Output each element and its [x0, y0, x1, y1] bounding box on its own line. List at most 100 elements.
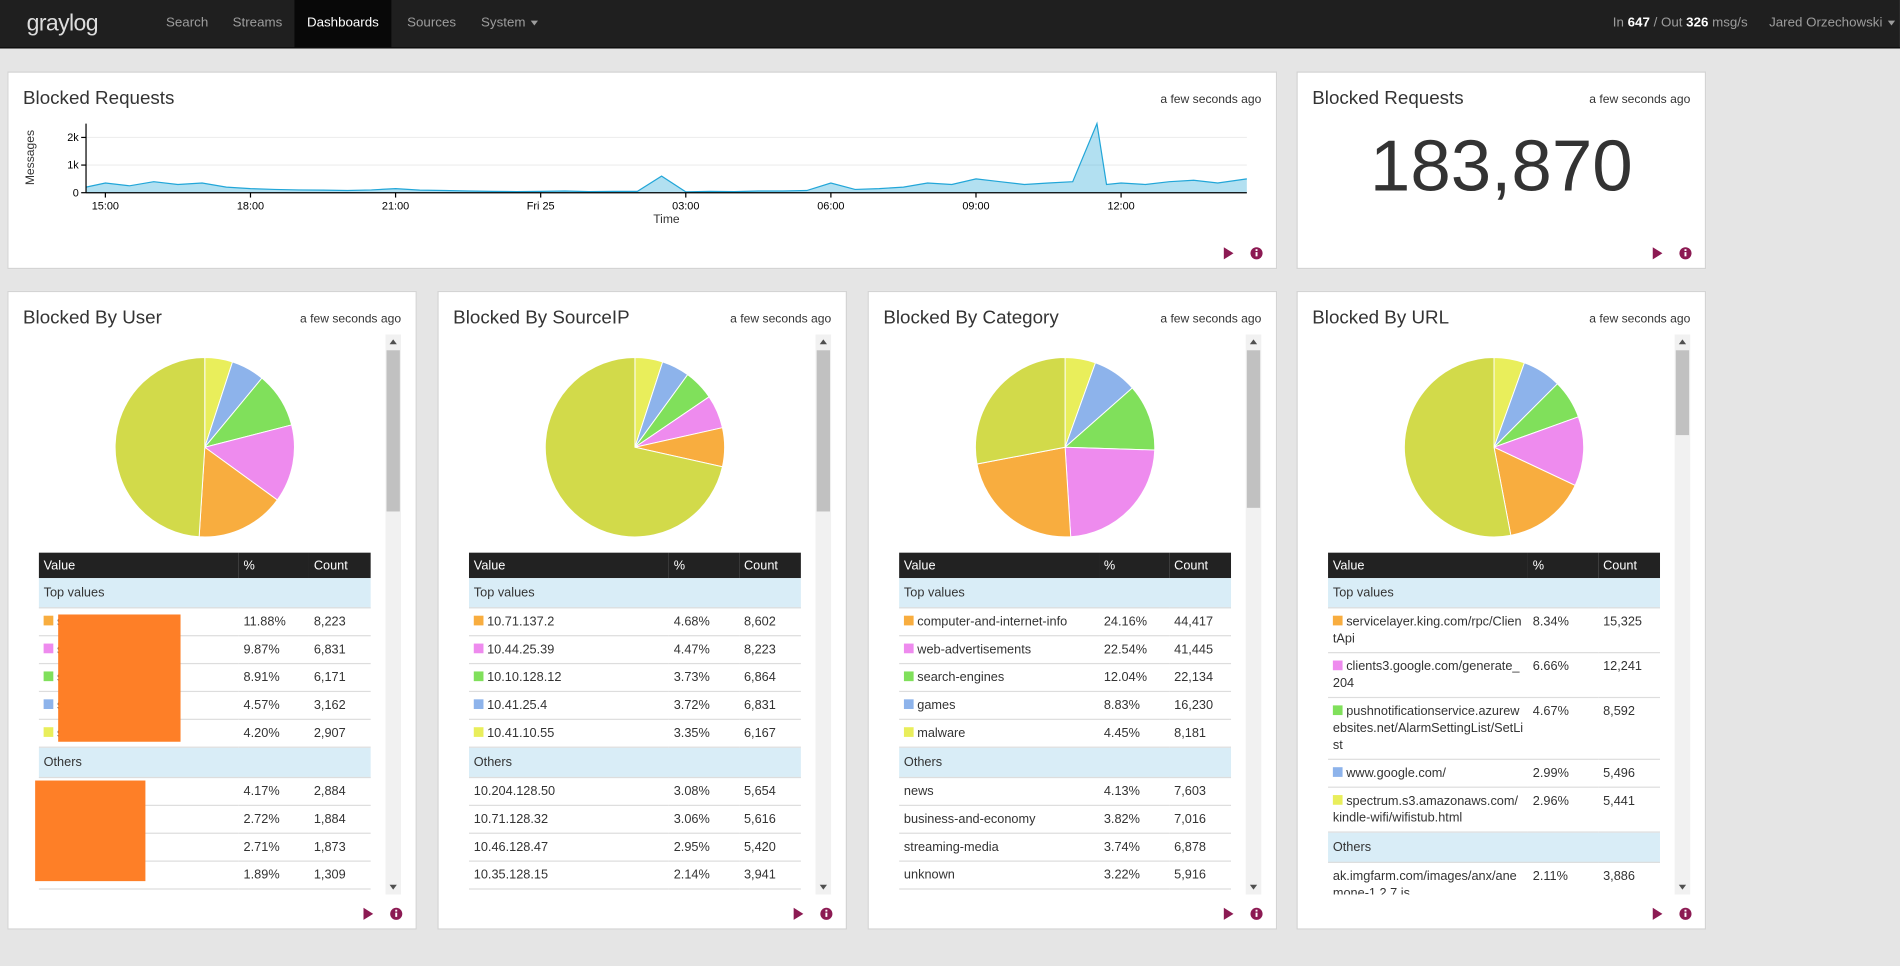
nav-link[interactable]: Streams	[232, 15, 283, 31]
table-row: unknown 3.22% 5,916	[899, 861, 1232, 890]
table-row: web-advertisements 22.54% 41,445	[899, 635, 1232, 665]
widget-actions	[1223, 907, 1263, 920]
scrollbar[interactable]	[1245, 334, 1262, 895]
replay-icon[interactable]	[1223, 247, 1234, 260]
percent-cell: 4.13%	[1099, 777, 1170, 806]
value-cell: servicelayer.king.com/rpc/ClientApi	[1328, 607, 1528, 654]
value-label: 10.204.128.50	[473, 784, 556, 799]
y-tick-label: 0	[73, 187, 79, 199]
scroll-thumb[interactable]	[1246, 350, 1261, 508]
caret	[1887, 20, 1895, 26]
info-glyph	[395, 912, 398, 917]
scroll-up[interactable]	[389, 339, 397, 345]
value-label: 10.10.128.12	[487, 670, 562, 685]
brand-logo[interactable]: graylog	[26, 10, 99, 37]
value-label: search-engines	[917, 670, 1005, 685]
table-row: ak.imgfarm.com/images/anx/anemone-1.2.7.…	[1328, 862, 1661, 895]
scroll-thumb[interactable]	[816, 350, 831, 512]
value-label: clients3.google.com/generate_204	[1332, 659, 1520, 691]
scroll-down[interactable]	[389, 884, 397, 890]
color-swatch	[1332, 615, 1343, 626]
scroll-up[interactable]	[1678, 339, 1687, 345]
percent-cell: 4.67%	[1527, 697, 1599, 760]
section-row: Others	[1328, 832, 1661, 863]
section-label: Top values	[38, 578, 371, 609]
replay-icon[interactable]	[363, 907, 374, 920]
section-row: Top values	[899, 578, 1232, 609]
value-cell: www.google.com/	[1328, 759, 1528, 788]
value-cell: 10.46.128.47	[468, 833, 669, 862]
widget-updated: a few seconds ago	[1589, 312, 1691, 327]
percent-cell: 3.22%	[1099, 861, 1170, 890]
column-header: Count	[1169, 552, 1232, 579]
color-swatch	[43, 643, 54, 654]
x-tick-label: Fri 25	[527, 201, 555, 213]
value-label: web-advertisements	[917, 642, 1032, 657]
count-cell: 5,654	[739, 777, 801, 806]
count-cell: 7,016	[1169, 805, 1232, 834]
nav-dropdown[interactable]: System	[481, 0, 538, 47]
percent-cell: 12.04%	[1099, 663, 1170, 693]
color-swatch	[43, 671, 54, 682]
value-label: 10.41.10.55	[487, 725, 555, 741]
section-row: Others	[468, 747, 801, 779]
color-swatch	[473, 615, 484, 626]
widget-content: Value% Count Top values computer-and-intern…	[899, 335, 1232, 895]
table-row: games 8.83% 16,230	[899, 691, 1232, 720]
histogram-chart: Messages Time 0 1k 2k 15:00 18:00 21:00 Fri 25 03…	[23, 121, 1247, 226]
info-glyph	[825, 912, 828, 917]
nav-link[interactable]: Dashboards	[294, 0, 392, 48]
pie-chart	[974, 357, 1156, 538]
percent-cell: 2.11%	[1527, 862, 1599, 895]
widget-updated: a few seconds ago	[1160, 312, 1262, 327]
color-swatch	[1332, 705, 1343, 716]
color-swatch	[903, 727, 914, 737]
scrollbar[interactable]	[815, 334, 832, 895]
scroll-up[interactable]	[819, 339, 827, 345]
value-label: 10.35.128.15	[473, 867, 549, 883]
replay-icon[interactable]	[1652, 247, 1663, 260]
scroll-down[interactable]	[1678, 884, 1687, 890]
value-cell: business-and-economy	[899, 805, 1100, 834]
color-swatch	[903, 671, 914, 682]
percent-cell: 8.91%	[238, 663, 309, 693]
section-label: Others	[468, 747, 801, 779]
value-label: streaming-media	[903, 839, 999, 855]
info-glyph	[1684, 912, 1687, 917]
count-cell: 22,134	[1169, 663, 1232, 693]
info-glyph	[1255, 909, 1258, 912]
scroll-thumb[interactable]	[1675, 350, 1690, 436]
navbar: graylog Search Streams Dashboards Source…	[0, 0, 1900, 49]
percent-cell: 3.08%	[668, 777, 740, 806]
count-cell: 8,223	[739, 635, 801, 665]
info-glyph	[1255, 252, 1258, 257]
scrollbar[interactable]	[385, 334, 402, 895]
section-row: Top values	[468, 578, 801, 609]
replay-icon[interactable]	[793, 907, 804, 920]
replay-icon[interactable]	[1652, 907, 1663, 920]
value-label: games	[917, 698, 956, 713]
nav-link[interactable]: Search	[166, 15, 209, 31]
value-cell: unknown	[899, 861, 1100, 890]
percent-cell: 2.96%	[1527, 787, 1599, 833]
widget: Blocked Requests a few seconds ago 183,870	[1296, 71, 1707, 270]
scroll-thumb[interactable]	[386, 350, 400, 512]
value-label: servicelayer.king.com/rpc/ClientApi	[1332, 614, 1522, 646]
scroll-track	[1674, 334, 1691, 895]
user-menu[interactable]: Jared Orzechowski	[1769, 0, 1895, 47]
scroll-down[interactable]	[1249, 884, 1258, 890]
nav-link[interactable]: Sources	[407, 15, 457, 31]
scroll-down[interactable]	[819, 884, 827, 890]
table-row: 10.10.128.12 3.73% 6,864	[468, 663, 801, 693]
value-label: spectrum.s3.amazonaws.com/kindle-wifi/wi…	[1332, 793, 1519, 826]
scroll-up[interactable]	[1249, 339, 1258, 345]
scrollbar[interactable]	[1674, 334, 1691, 895]
section-label: Others	[38, 747, 371, 779]
replay-icon[interactable]	[1223, 907, 1234, 920]
table-row: 10.41.10.55 3.35% 6,167	[468, 719, 801, 748]
value-label: 10.41.25.4	[487, 698, 548, 713]
value-label: 10.71.128.32	[473, 812, 549, 827]
percent-cell: 3.73%	[668, 663, 740, 693]
count-cell: 3,886	[1598, 862, 1661, 895]
